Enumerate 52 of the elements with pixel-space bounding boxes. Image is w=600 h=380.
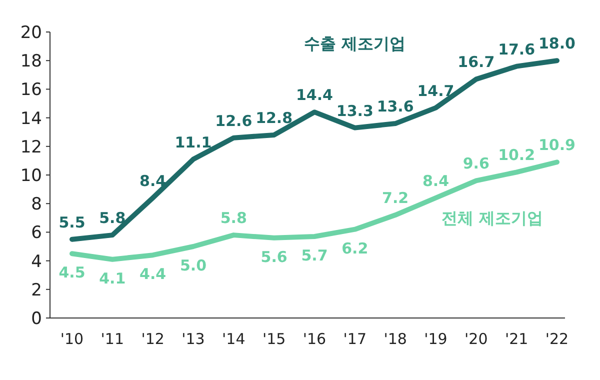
y-tick-label: 10	[20, 166, 42, 186]
y-tick-label: 16	[20, 80, 42, 100]
x-tick-label: '20	[464, 330, 488, 348]
x-tick-label: '14	[222, 330, 246, 348]
y-tick-label: 0	[31, 309, 42, 329]
x-tick-label: '15	[262, 330, 286, 348]
x-tick-label: '13	[182, 330, 205, 348]
data-label: 5.8	[99, 209, 126, 228]
y-tick-label: 4	[31, 252, 42, 272]
data-label: 10.2	[498, 146, 536, 164]
x-tick-label: '17	[343, 330, 367, 348]
y-tick-label: 14	[20, 108, 42, 129]
data-label: 17.6	[498, 40, 536, 58]
data-label: 11.1	[174, 133, 212, 152]
text: 수출 제조기업	[304, 34, 406, 54]
data-label: 14.4	[296, 86, 334, 104]
data-label: 13.6	[376, 98, 414, 116]
data-label: 5.6	[260, 248, 288, 266]
x-tick-label: '19	[424, 330, 448, 348]
data-label: 14.7	[417, 82, 454, 100]
data-label: 6.2	[342, 239, 368, 258]
y-tick-label: 2	[31, 280, 42, 300]
y-tick-label: 18	[20, 52, 42, 72]
data-label: 18.0	[538, 34, 576, 53]
data-label: 5.5	[58, 213, 86, 232]
x-tick-label: '22	[545, 330, 569, 348]
data-label: 8.4	[140, 172, 166, 190]
data-label: 5.0	[180, 256, 207, 274]
data-label: 4.1	[99, 269, 126, 288]
y-tick-label: 12	[20, 137, 42, 158]
x-tick-label: '21	[504, 330, 528, 348]
data-label: 12.6	[215, 112, 252, 130]
x-tick-label: '16	[302, 330, 326, 348]
data-label: 9.6	[462, 154, 490, 173]
data-label: 7.2	[382, 189, 409, 208]
x-tick-label: '18	[384, 330, 407, 348]
x-tick-label: '12	[141, 330, 164, 348]
x-tick-label: '11	[100, 330, 124, 348]
data-label: 8.4	[422, 172, 450, 190]
data-label: 16.7	[458, 53, 495, 72]
data-label: 5.8	[220, 209, 247, 228]
series-label: 전체 제조기업	[442, 208, 544, 228]
data-label: 12.8	[256, 108, 293, 127]
y-tick-label: 8	[31, 194, 42, 215]
data-label: 4.5	[58, 264, 86, 282]
data-label: 13.3	[336, 102, 374, 120]
data-label: 10.9	[538, 136, 576, 154]
y-tick-label: 20	[20, 23, 42, 43]
y-tick-label: 6	[31, 223, 42, 244]
data-label: 5.7	[301, 246, 328, 264]
data-label: 4.4	[140, 265, 166, 284]
x-tick-label: '10	[60, 330, 84, 348]
